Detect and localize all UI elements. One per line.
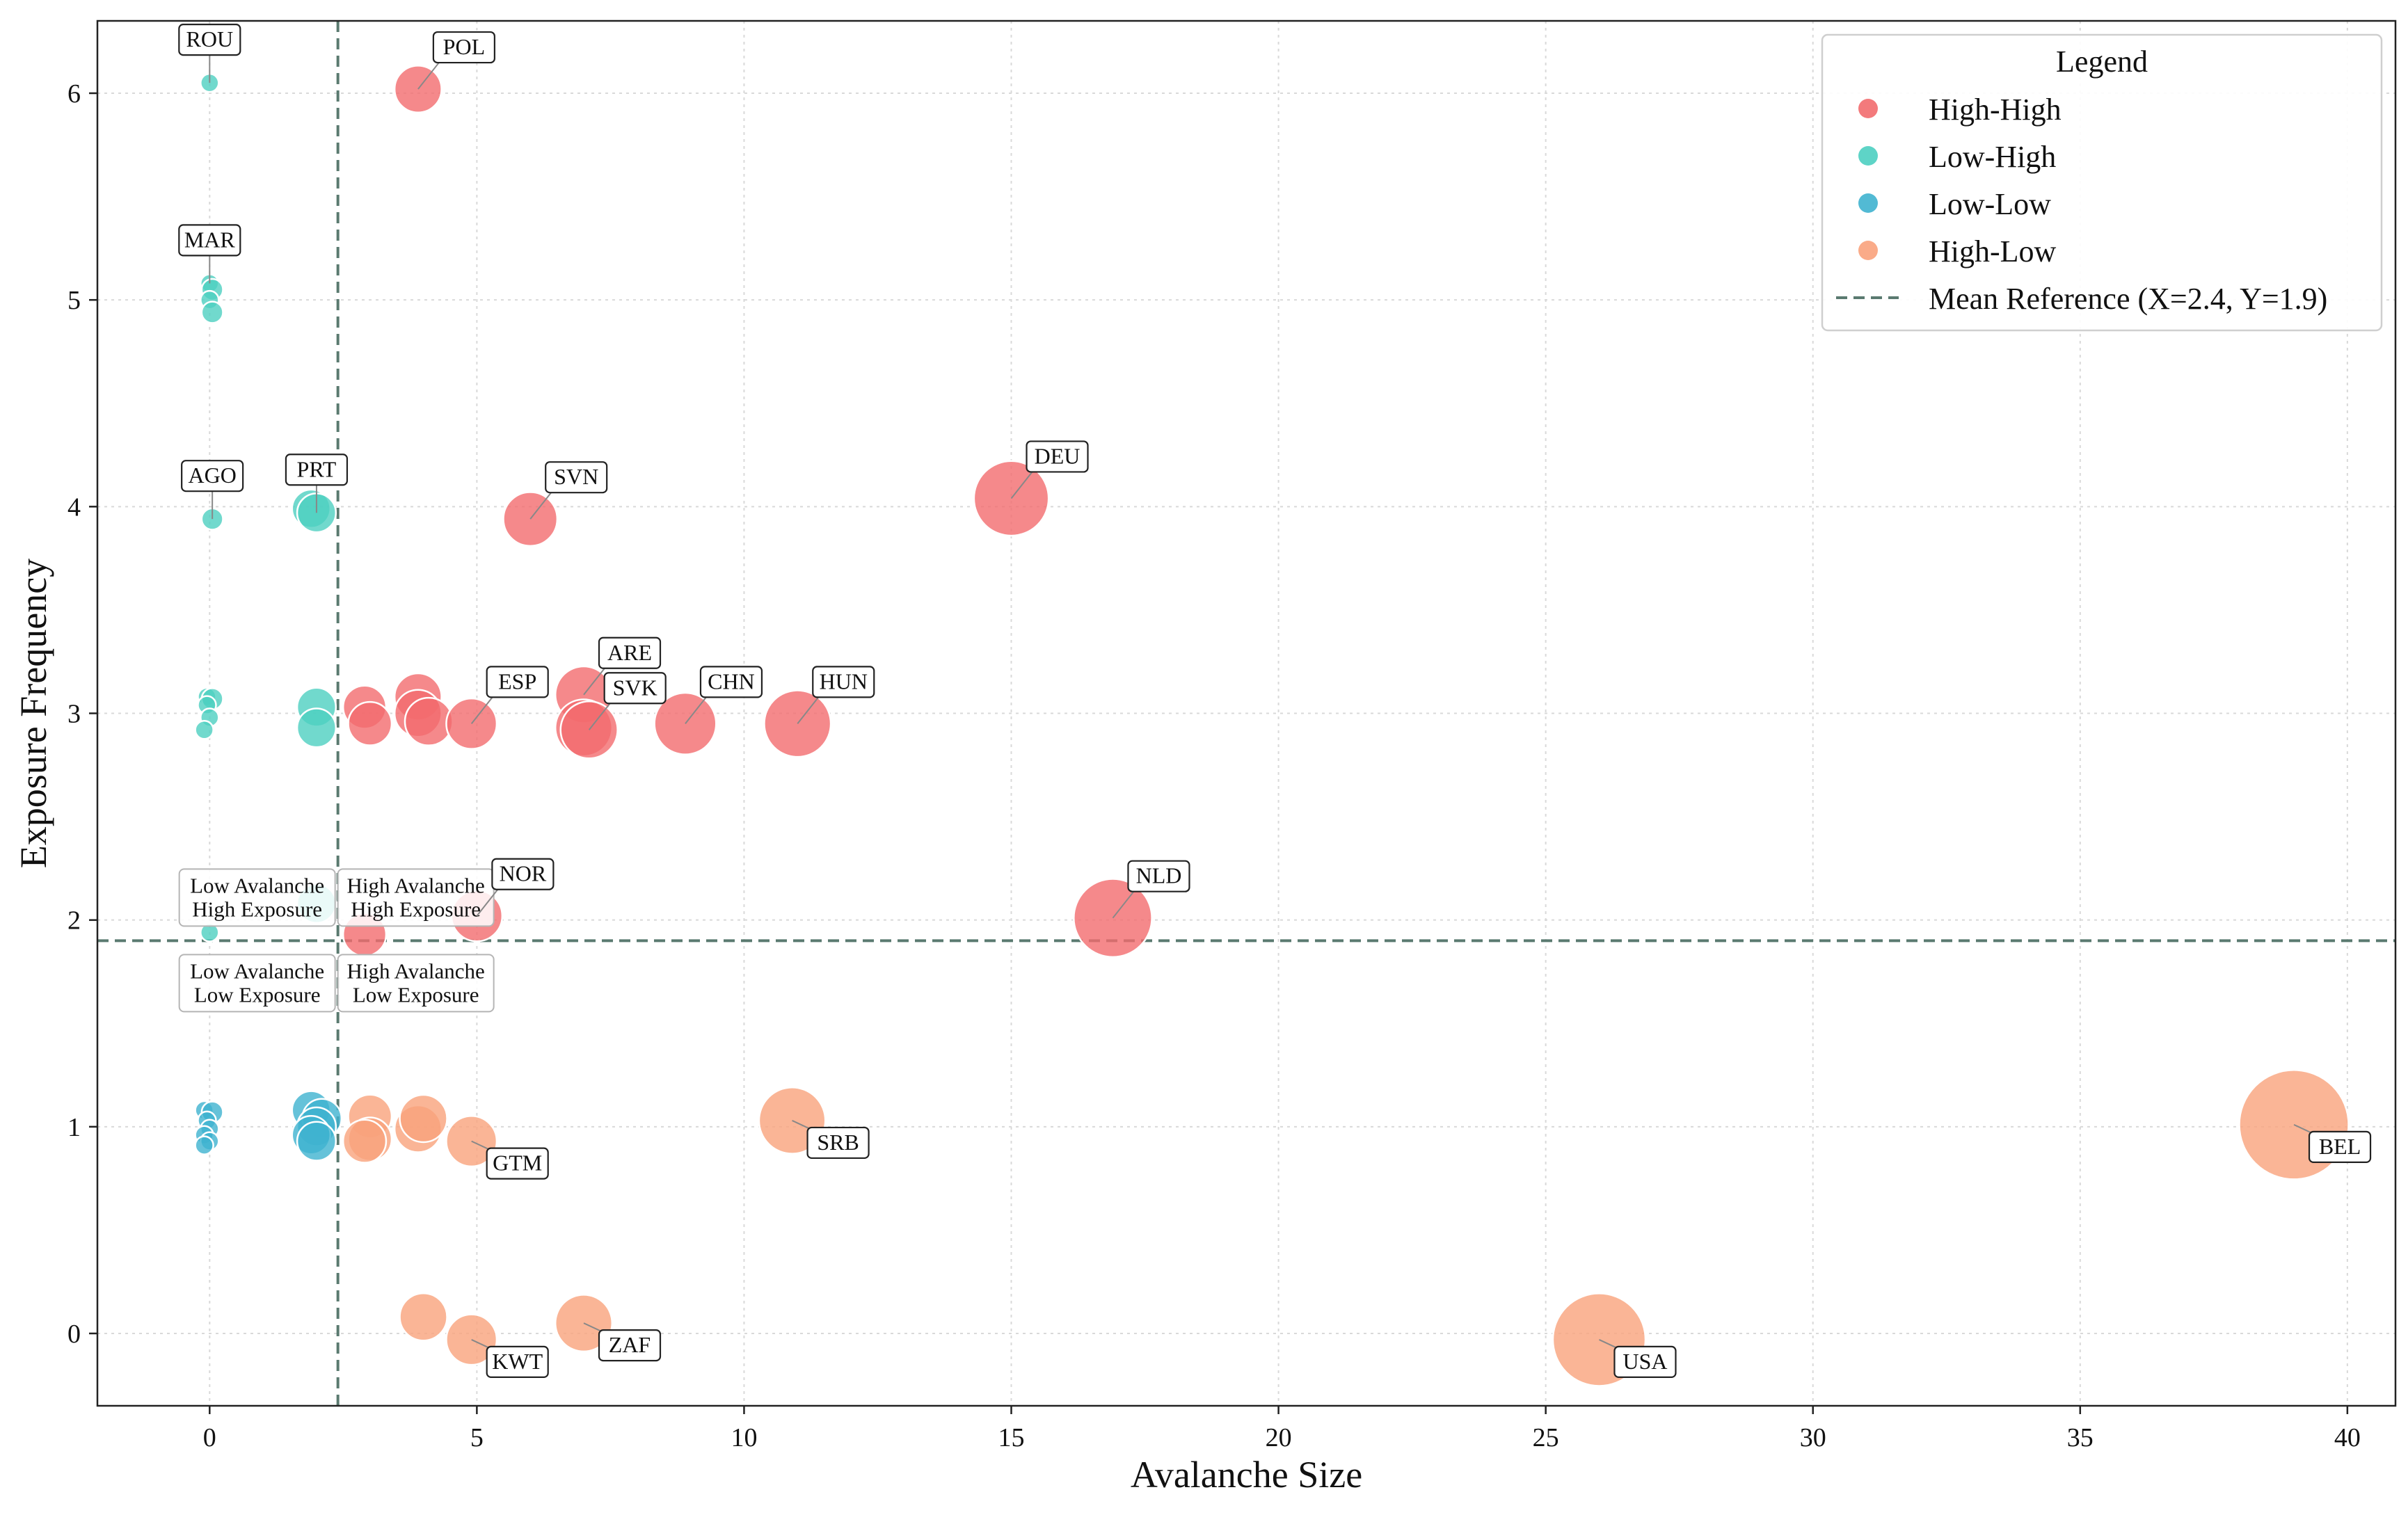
- x-tick-label: 40: [2334, 1423, 2361, 1452]
- annotation-rou: ROU: [178, 24, 241, 83]
- x-tick-label: 25: [1533, 1423, 1559, 1452]
- data-point-low-high[interactable]: [200, 300, 224, 324]
- svg-text:High Exposure: High Exposure: [192, 897, 322, 921]
- annotation-svk: SVK: [588, 672, 667, 730]
- svg-text:High Exposure: High Exposure: [351, 897, 481, 921]
- annotation-label: POL: [443, 34, 485, 59]
- x-tick-label: 35: [2067, 1423, 2094, 1452]
- annotation-label: NOR: [500, 861, 547, 886]
- legend-item-high-high[interactable]: High-High: [1858, 93, 2062, 127]
- data-point-low-high[interactable]: [194, 720, 214, 740]
- annotation-label: USA: [1622, 1349, 1667, 1374]
- annotation-mar: MAR: [178, 224, 241, 284]
- data-point-high-low[interactable]: [399, 1292, 448, 1342]
- annotation-label: ARE: [607, 640, 652, 665]
- annotation-srb: SRB: [792, 1120, 870, 1160]
- annotation-label: ESP: [498, 668, 536, 694]
- annotation-nld: NLD: [1112, 860, 1190, 919]
- y-tick-label: 1: [67, 1113, 81, 1142]
- annotation-label: DEU: [1035, 443, 1081, 468]
- annotation-label: SVK: [613, 675, 657, 700]
- annotation-label: ROU: [186, 26, 234, 51]
- annotation-label: NLD: [1136, 863, 1182, 888]
- annotation-label: KWT: [492, 1349, 543, 1374]
- annotation-hun: HUN: [797, 666, 875, 724]
- annotation-pol: POL: [417, 31, 495, 90]
- legend-item-mean-reference[interactable]: Mean Reference (X=2.4, Y=1.9): [1836, 282, 2327, 316]
- svg-text:Low Exposure: Low Exposure: [194, 982, 321, 1007]
- annotation-label: GTM: [493, 1151, 542, 1176]
- y-tick-label: 6: [67, 79, 81, 109]
- annotation-label: SRB: [817, 1130, 859, 1155]
- annotation-chn: CHN: [685, 666, 763, 724]
- axis-ticks: 0 5 10 15 20 25 30 35 40 0 1 2 3 4 5 6: [67, 79, 2361, 1452]
- data-point-high-low[interactable]: [399, 1093, 448, 1144]
- annotation-gtm: GTM: [471, 1140, 549, 1180]
- x-tick-label: 30: [1800, 1423, 1826, 1452]
- annotation-zaf: ZAF: [583, 1322, 662, 1362]
- svg-text:High-High: High-High: [1929, 93, 2062, 127]
- svg-text:Low-High: Low-High: [1929, 140, 2056, 174]
- x-tick-label: 15: [998, 1423, 1025, 1452]
- x-tick-label: 10: [731, 1423, 757, 1452]
- legend-title: Legend: [2056, 45, 2148, 79]
- svg-text:Low-Low: Low-Low: [1929, 187, 2051, 221]
- legend-item-low-low[interactable]: Low-Low: [1858, 187, 2051, 221]
- annotation-label: CHN: [708, 668, 755, 694]
- annotation-prt: PRT: [285, 454, 349, 513]
- annotation-label: BEL: [2319, 1134, 2361, 1159]
- annotation-label: SVN: [554, 464, 598, 489]
- svg-text:High-Low: High-Low: [1929, 234, 2057, 268]
- annotation-label: HUN: [820, 668, 868, 694]
- data-point-high-high[interactable]: [347, 700, 393, 746]
- legend: Legend High-High Low-High Low-Low High-Low Me…: [1821, 33, 2383, 332]
- svg-text:Mean Reference (X=2.4, Y=1.9): Mean Reference (X=2.4, Y=1.9): [1929, 282, 2327, 316]
- annotation-ago: AGO: [181, 460, 244, 520]
- y-tick-label: 4: [67, 492, 81, 522]
- annotation-esp: ESP: [470, 666, 549, 724]
- annotation-kwt: KWT: [471, 1339, 549, 1379]
- point-annotations: ROU POL MAR AGO PRT SVN DEU ESP ARE SVK CHN HUN NOR N…: [178, 24, 2372, 1379]
- annotation-label: MAR: [184, 227, 236, 252]
- legend-item-high-low[interactable]: High-Low: [1858, 234, 2057, 268]
- svg-text:Low Exposure: Low Exposure: [353, 982, 479, 1007]
- y-tick-label: 3: [67, 700, 81, 729]
- annotation-label: ZAF: [609, 1332, 651, 1357]
- annotation-bel: BEL: [2293, 1123, 2372, 1163]
- svg-text:High Avalanche: High Avalanche: [347, 959, 485, 983]
- data-point-low-low[interactable]: [296, 1121, 337, 1162]
- svg-text:High Avalanche: High Avalanche: [347, 873, 485, 897]
- data-point-low-low[interactable]: [194, 1135, 214, 1155]
- svg-text:Low Avalanche: Low Avalanche: [190, 959, 324, 983]
- data-point-high-high[interactable]: [404, 696, 454, 746]
- y-tick-label: 0: [67, 1320, 81, 1349]
- y-tick-label: 2: [67, 906, 81, 936]
- x-tick-label: 20: [1266, 1423, 1292, 1452]
- data-point-high-low[interactable]: [342, 1119, 388, 1164]
- x-tick-label: 5: [470, 1423, 484, 1452]
- x-tick-label: 0: [203, 1423, 216, 1452]
- legend-item-low-high[interactable]: Low-High: [1858, 140, 2056, 174]
- annotation-svn: SVN: [529, 461, 608, 520]
- annotation-usa: USA: [1599, 1339, 1677, 1379]
- svg-text:Low Avalanche: Low Avalanche: [190, 873, 324, 897]
- annotation-are: ARE: [583, 636, 662, 696]
- annotation-label: PRT: [297, 456, 337, 481]
- annotation-deu: DEU: [1010, 440, 1089, 499]
- y-tick-label: 5: [67, 286, 81, 315]
- y-axis-label: Exposure Frequency: [13, 559, 54, 868]
- annotation-label: AGO: [188, 463, 236, 488]
- x-axis-label: Avalanche Size: [1131, 1454, 1362, 1496]
- annotation-nor: NOR: [476, 858, 555, 917]
- legend-box: [1821, 33, 2383, 332]
- data-point-low-high[interactable]: [296, 707, 337, 748]
